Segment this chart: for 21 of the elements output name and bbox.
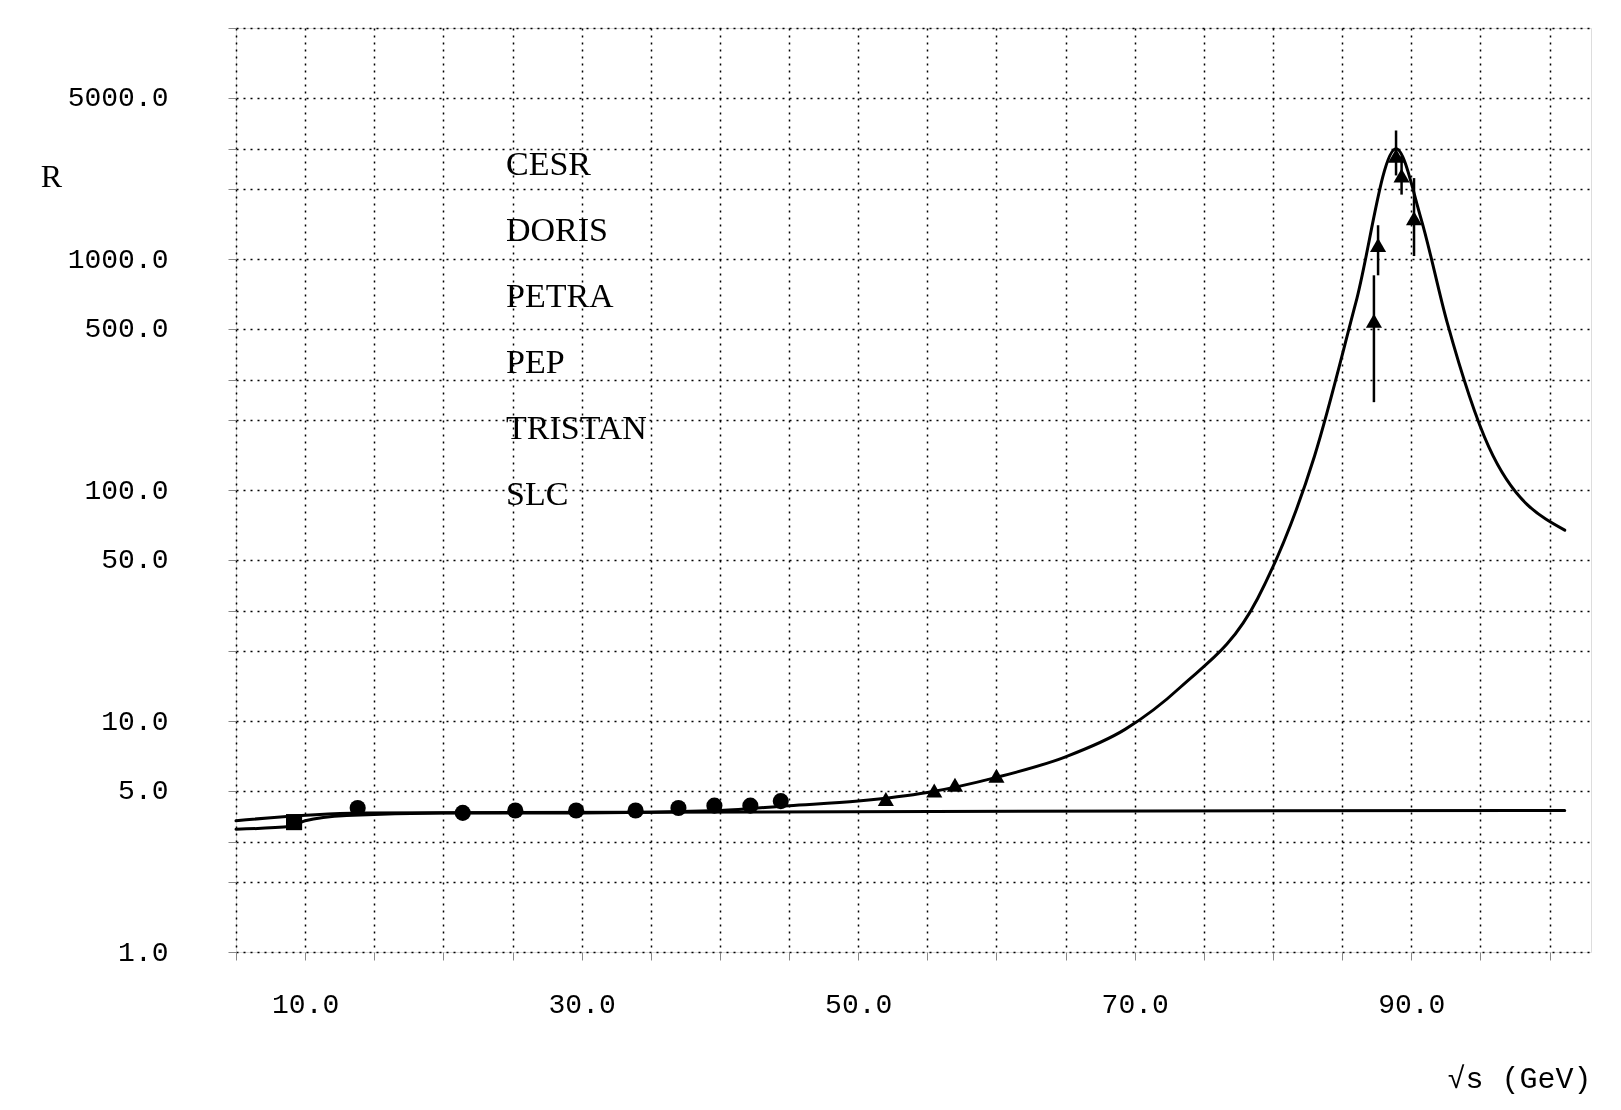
annotation: PETRA: [506, 277, 615, 314]
y-tick-label: 1.0: [118, 937, 169, 969]
y-tick-label: 5.0: [118, 776, 169, 808]
x-tick-label: 10.0: [272, 989, 340, 1021]
annotation: SLC: [506, 475, 569, 512]
y-tick-label: 10.0: [101, 706, 169, 738]
annotation: TRISTAN: [506, 409, 647, 446]
x-tick-label: 30.0: [548, 989, 616, 1021]
x-axis-title: √s (GeV): [1447, 1062, 1592, 1097]
y-tick-label: 50.0: [101, 545, 169, 577]
annotation: CESR: [506, 145, 592, 182]
x-tick-label: 70.0: [1101, 989, 1169, 1021]
y-tick-label: 5000.0: [67, 83, 169, 115]
y-tick-label: 100.0: [84, 475, 169, 507]
x-tick-label: 50.0: [825, 989, 893, 1021]
annotation: DORIS: [506, 211, 609, 248]
annotation: PEP: [506, 343, 565, 380]
y-tick-label: 500.0: [84, 314, 169, 346]
y-tick-label: 1000.0: [67, 244, 169, 276]
x-tick-label: 90.0: [1378, 989, 1446, 1021]
y-axis-title: R: [40, 157, 63, 194]
